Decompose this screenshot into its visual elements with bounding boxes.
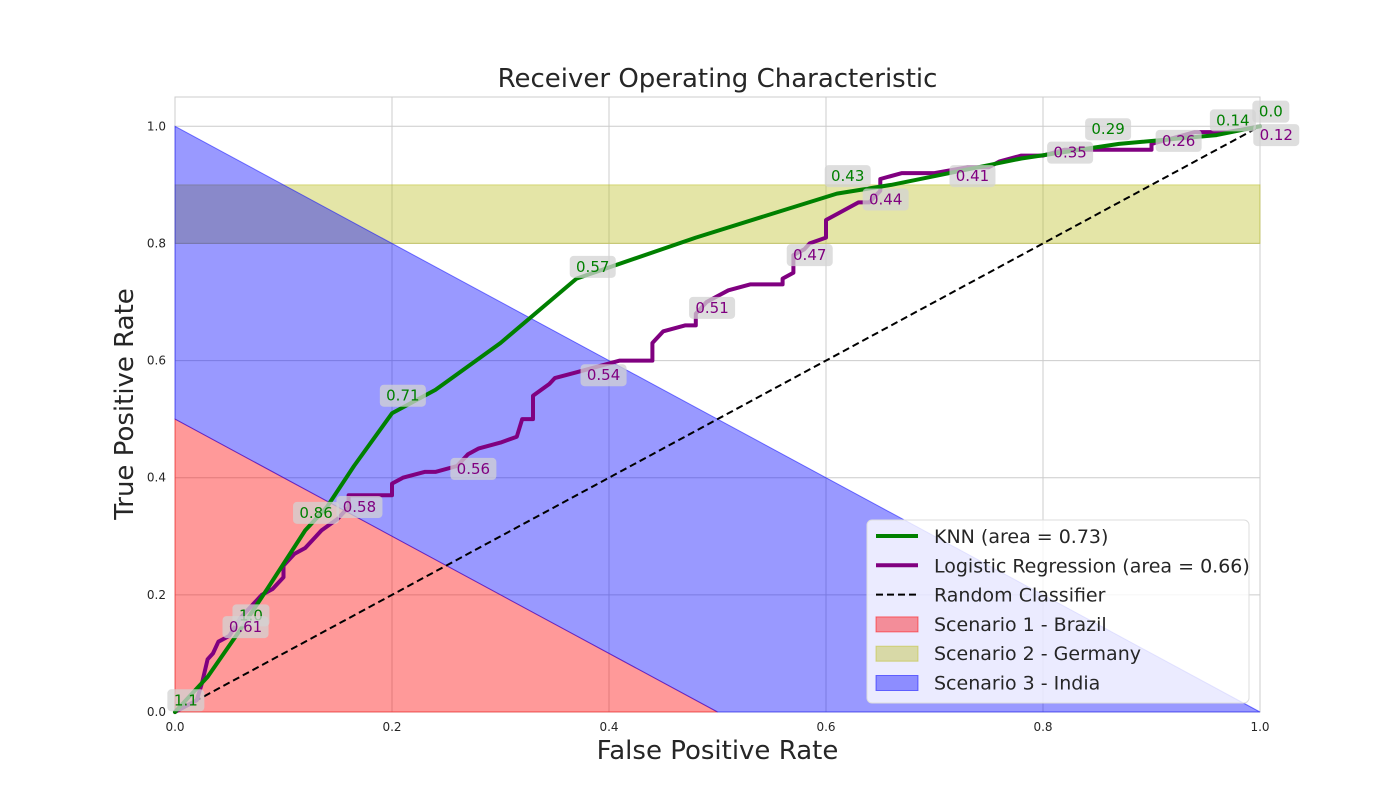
annotation-text: 0.56 [457, 460, 490, 478]
annotation-label: 0.26 [1155, 129, 1202, 152]
annotation-label: 0.47 [786, 244, 833, 267]
annotation-text: 0.61 [229, 618, 262, 636]
annotation-text: 0.71 [386, 387, 419, 405]
grid [175, 97, 1260, 712]
annotation-text: 1.1 [174, 691, 198, 709]
x-axis-label: False Positive Rate [597, 736, 839, 766]
annotation-box [862, 188, 909, 211]
annotation-box [1209, 109, 1256, 132]
annotation-box [1253, 124, 1300, 147]
annotation-box [450, 457, 497, 480]
x-tick-label: 0.4 [599, 720, 618, 734]
annotation-box [222, 616, 269, 639]
annotation-label: 0.35 [1047, 141, 1094, 164]
annotation-text: 0.86 [299, 504, 332, 522]
annotation-label: 0.56 [450, 457, 497, 480]
annotation-label: 0.58 [336, 496, 383, 518]
legend: KNN (area = 0.73) Logistic Regression (ar… [866, 519, 1250, 704]
annotation-text: 0.26 [1162, 132, 1195, 150]
annotation-text: 0.44 [869, 191, 902, 209]
y-tick-label: 0.6 [147, 354, 166, 368]
annotation-box [824, 165, 871, 188]
annotation-label: 0.14 [1209, 109, 1256, 132]
legend-label: Scenario 3 - India [934, 673, 1100, 695]
x-tick-label: 0.8 [1033, 720, 1052, 734]
y-tick-label: 0.8 [147, 236, 166, 250]
annotation-box [1155, 129, 1202, 152]
annotation-label: 0.12 [1253, 124, 1300, 147]
legend-label: Logistic Regression (area = 0.66) [934, 555, 1250, 577]
annotation-label: 0.51 [689, 296, 736, 319]
annotation-text: 0.43 [831, 167, 864, 185]
annotation-label: 0.29 [1085, 118, 1132, 141]
legend-label: Scenario 1 - Brazil [934, 614, 1107, 636]
legend-label: KNN (area = 0.73) [934, 526, 1108, 548]
annotation-box [293, 501, 340, 524]
annotation-label: 0.57 [569, 255, 616, 278]
annotation-text: 0.14 [1216, 111, 1249, 129]
annotation-label: 0.71 [379, 384, 426, 407]
x-tick-label: 1.0 [1250, 720, 1269, 734]
threshold-annotations: 1.11.00.860.710.570.430.29 0.14 0.00.610.5… [167, 100, 1300, 712]
annotation-label: 0.44 [862, 188, 909, 211]
annotation-box [689, 296, 736, 319]
annotation-text: 0.57 [576, 258, 609, 276]
annotation-label: 0.41 [949, 165, 996, 188]
annotation-text: 0.58 [343, 498, 376, 516]
annotation-label: 0.0 [1252, 100, 1290, 123]
y-tick-label: 0.2 [147, 588, 166, 602]
annotation-box [1252, 100, 1290, 123]
annotation-box [1047, 141, 1094, 164]
annotation-text: 0.12 [1260, 126, 1293, 144]
series-line-3 [174, 125, 1261, 713]
annotation-text: 0.29 [1091, 120, 1124, 138]
annotation-box [569, 255, 616, 278]
x-tick-label: 0.2 [382, 720, 401, 734]
legend-box [866, 519, 1250, 704]
legend-label: Random Classifier [934, 585, 1106, 607]
legend-swatch-patch [875, 645, 919, 662]
annotation-text: 0.51 [695, 299, 728, 317]
annotation-label: 0.86 [293, 501, 340, 524]
annotation-box [167, 689, 205, 712]
annotation-text: 0.41 [956, 167, 989, 185]
annotation-box [786, 244, 833, 267]
legend-swatch-patch [875, 675, 919, 691]
chart-title: Receiver Operating Characteristic [498, 64, 938, 94]
annotation-box [1085, 118, 1132, 141]
annotation-label: 0.43 [824, 165, 871, 188]
annotation-box [949, 165, 996, 188]
annotation-text: 0.47 [793, 246, 826, 264]
annotation-label: 0.54 [580, 364, 627, 387]
annotation-box [336, 496, 383, 518]
x-tick-label: 0.0 [165, 720, 184, 734]
annotation-label: 1.1 [167, 689, 205, 712]
annotation-label: 0.61 [222, 616, 269, 639]
y-tick-label: 0.0 [147, 705, 166, 719]
y-tick-label: 1.0 [147, 119, 166, 133]
annotation-text: 0.54 [587, 366, 620, 384]
legend-swatch-patch [875, 616, 919, 633]
x-tick-label: 0.6 [816, 720, 835, 734]
axis-ticks: 0.0 0.2 0.4 0.6 0.8 1.0 0.0 0.2 0.4 0.6 0.8 1.0 [147, 119, 1270, 734]
annotation-text: 0.0 [1259, 103, 1283, 121]
annotation-text: 0.35 [1053, 144, 1086, 162]
y-axis-label: True Positive Rate [110, 288, 140, 521]
annotation-box [379, 384, 426, 407]
annotation-box [580, 364, 627, 387]
legend-label: Scenario 2 - Germany [934, 643, 1141, 665]
y-tick-label: 0.4 [147, 471, 166, 485]
